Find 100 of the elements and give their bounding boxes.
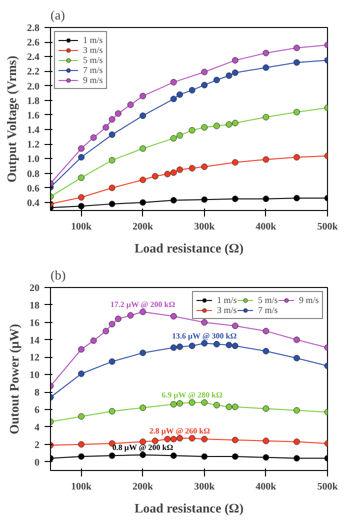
point [164, 436, 171, 442]
point [213, 76, 220, 84]
point [170, 78, 177, 86]
chart-title: (b) [50, 268, 66, 282]
y-tick-label: 18 [30, 300, 40, 312]
point [90, 134, 97, 141]
point [262, 454, 270, 461]
point [201, 319, 208, 326]
point [262, 348, 270, 354]
y-tick-label: 20 [30, 283, 40, 294]
x-tick-label: 100k [70, 222, 92, 232]
y-tick-label: 6 [34, 405, 40, 416]
point [188, 342, 196, 350]
point [140, 145, 146, 152]
point [232, 159, 238, 166]
legend-label: 1 m/s [83, 35, 103, 45]
chart-title: (a) [50, 8, 65, 22]
point [90, 337, 97, 344]
point [176, 166, 184, 173]
y-tick-label: 0.8 [27, 168, 40, 180]
point [293, 438, 300, 445]
point [114, 110, 122, 117]
point [232, 322, 238, 330]
y-tick-label: 2 [34, 440, 40, 451]
y-tick-label: 4 [34, 422, 40, 434]
y-tick-label: 2.0 [27, 81, 40, 92]
point [78, 346, 85, 353]
point [201, 340, 208, 347]
point [78, 370, 85, 378]
point [78, 174, 85, 181]
x-tick-label: 400k [256, 222, 277, 232]
point [262, 196, 270, 202]
point [293, 455, 300, 462]
point [188, 435, 196, 442]
point [78, 441, 85, 448]
point [293, 59, 300, 66]
point [102, 124, 110, 131]
point [226, 72, 232, 79]
point [127, 102, 134, 108]
point [201, 124, 208, 131]
point [140, 199, 146, 206]
point [232, 436, 238, 444]
point [201, 196, 208, 203]
point [108, 408, 116, 414]
point [188, 127, 196, 134]
point [170, 436, 177, 442]
point [170, 313, 177, 320]
y-tick-label: 1.0 [27, 154, 40, 166]
point [176, 435, 184, 442]
y-tick-label: 0.4 [27, 198, 40, 209]
point [262, 114, 270, 120]
annotation: 2.8 μW @ 260 kΩ [149, 426, 211, 436]
y-tick-label: 1.2 [27, 140, 40, 151]
legend-label: 1 m/s [217, 295, 237, 305]
legend-label: 5 m/s [258, 295, 278, 305]
point [293, 336, 300, 344]
point [170, 169, 177, 176]
point [176, 91, 184, 98]
point [232, 57, 238, 64]
point [262, 328, 270, 334]
x-tick-label: 200k [132, 222, 154, 232]
x-tick-label: 500k [317, 482, 338, 492]
point [170, 452, 177, 459]
point [78, 413, 85, 420]
point [201, 68, 208, 76]
point [293, 108, 300, 116]
point [108, 200, 116, 208]
point [226, 404, 232, 410]
point [226, 121, 232, 128]
point [232, 404, 238, 410]
point [108, 156, 116, 164]
point [164, 170, 171, 178]
point [170, 344, 177, 351]
point [140, 404, 146, 411]
point [108, 184, 116, 192]
legend-label: 3 m/s [217, 305, 237, 315]
point [170, 401, 177, 408]
annotation: 6.9 μW @ 280 kΩ [162, 390, 223, 400]
x-tick-label: 200k [132, 482, 154, 492]
point [108, 358, 116, 365]
point [201, 436, 208, 442]
point [102, 328, 110, 334]
point [108, 116, 116, 123]
point [170, 96, 177, 102]
point [262, 156, 270, 163]
y-tick-label: 1.8 [27, 96, 40, 107]
y-tick-label: 1.4 [27, 125, 40, 136]
point [78, 154, 85, 161]
point [78, 453, 85, 460]
y-tick-label: 14 [30, 335, 40, 346]
point [140, 452, 146, 458]
point [114, 316, 122, 322]
point [127, 312, 134, 319]
point [140, 112, 146, 119]
point [262, 64, 270, 71]
point [188, 86, 196, 94]
point [176, 132, 184, 139]
point [188, 399, 196, 406]
point [213, 340, 220, 348]
point [140, 438, 146, 445]
